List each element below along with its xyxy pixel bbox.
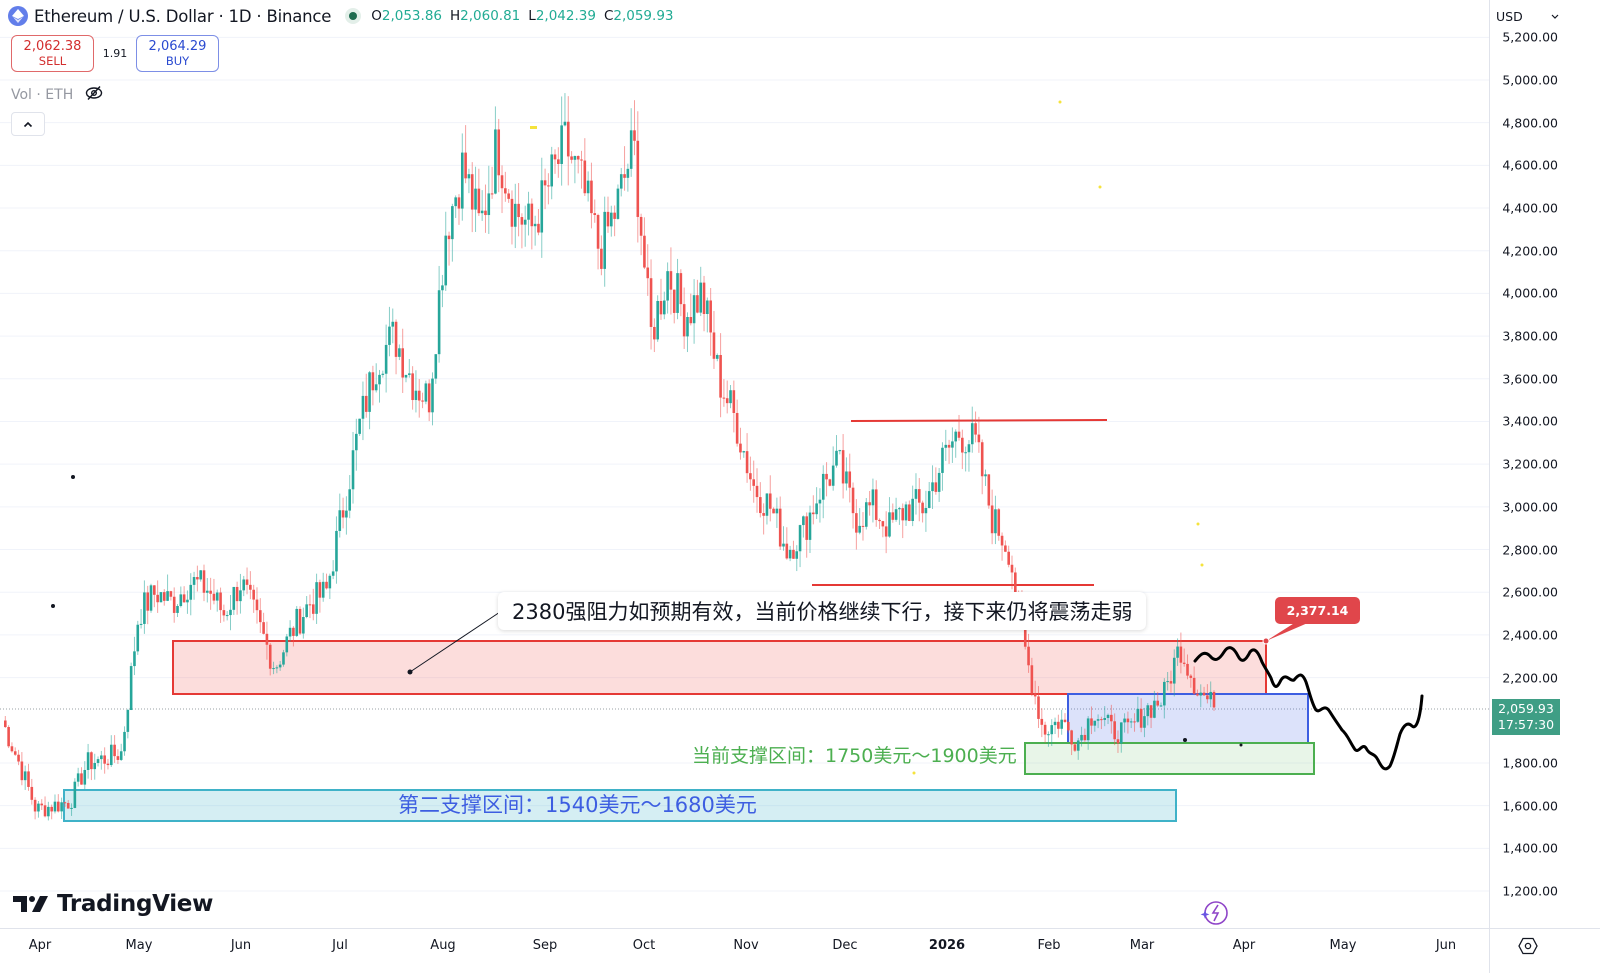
marker-dot <box>1098 185 1102 189</box>
price-tick-label: 1,600.00 <box>1502 798 1558 814</box>
time-tick-label: Feb <box>1037 938 1061 953</box>
chevron-up-icon <box>23 121 33 127</box>
tradingview-logo-icon <box>13 896 48 912</box>
current-support-label[interactable]: 当前支撑区间：1750美元～1900美元 <box>692 745 1017 767</box>
price-tick-label: 4,200.00 <box>1502 243 1558 259</box>
marker-dot <box>1200 563 1204 567</box>
symbol-title[interactable]: Ethereum / U.S. Dollar · 1D · Binance <box>34 6 332 26</box>
tradingview-logo[interactable]: TradingView <box>13 891 213 917</box>
tradingview-logo-text: TradingView <box>57 891 214 917</box>
projection-path[interactable] <box>1193 646 1424 771</box>
ohlc-close: C2,059.93 <box>603 8 674 24</box>
volume-indicator[interactable]: Vol · ETH <box>11 85 103 105</box>
second-support-zone[interactable] <box>63 789 1177 822</box>
price-tick-label: 1,400.00 <box>1502 840 1558 856</box>
resistance-note[interactable]: 2380强阻力如预期有效，当前价格继续下行，接下来仍将震荡走弱 <box>498 592 1147 630</box>
buy-button[interactable]: 2,064.29 BUY <box>136 35 219 72</box>
collapse-legend-button[interactable] <box>11 112 45 136</box>
marker-dot <box>1183 738 1187 742</box>
callout-anchor <box>1262 637 1270 645</box>
eye-hidden-icon[interactable] <box>85 85 103 105</box>
market-status-icon[interactable] <box>345 8 362 24</box>
callout-pointer <box>1266 622 1310 641</box>
ohlc-open: O2,053.86 <box>371 8 442 24</box>
price-tick-label: 3,000.00 <box>1502 499 1558 515</box>
price-tick-label: 2,400.00 <box>1502 627 1558 643</box>
time-tick-label: Apr <box>1232 938 1256 953</box>
sell-button[interactable]: 2,062.38 SELL <box>11 35 94 72</box>
time-tick-label: 2026 <box>928 938 966 953</box>
price-tick-label: 2,600.00 <box>1502 584 1558 600</box>
time-tick-label: Jun <box>1435 938 1457 953</box>
time-tick-label: Jul <box>332 938 348 953</box>
last-price-tag: 2,059.93 17:57:30 <box>1492 699 1560 735</box>
buy-label: BUY <box>165 53 190 68</box>
chevron-down-icon <box>1551 14 1559 19</box>
price-tick-label: 5,200.00 <box>1502 29 1558 45</box>
current-support-zone[interactable] <box>1024 742 1315 775</box>
note-leader-line <box>409 611 501 673</box>
symbol-header: Ethereum / U.S. Dollar · 1D · Binance O2… <box>8 4 682 28</box>
chart-settings-icon[interactable] <box>1518 936 1538 960</box>
candlesticks <box>4 93 1216 821</box>
time-tick-label: Aug <box>430 938 456 953</box>
currency-value: USD <box>1496 8 1523 24</box>
sell-price: 2,062.38 <box>23 38 82 54</box>
note-anchor-dot <box>407 669 413 675</box>
price-tick-label: 3,200.00 <box>1502 456 1558 472</box>
time-tick-label: Sep <box>532 938 558 953</box>
price-callout[interactable]: 2,377.14 <box>1275 597 1360 624</box>
time-tick-label: Jun <box>230 938 252 953</box>
price-tick-label: 4,600.00 <box>1502 157 1558 173</box>
price-tick-label: 3,400.00 <box>1502 413 1558 429</box>
time-tick-label: Nov <box>733 938 759 953</box>
marker-dot <box>51 604 55 608</box>
last-price-value: 2,059.93 <box>1498 701 1554 716</box>
resistance-zone[interactable] <box>172 640 1267 695</box>
ai-assistant-icon[interactable] <box>1199 900 1229 932</box>
marker-dot <box>530 126 537 129</box>
time-tick-label: May <box>125 938 153 953</box>
trade-panel: 2,062.38 SELL 1.91 2,064.29 BUY <box>11 35 219 72</box>
time-tick-label: Apr <box>28 938 52 953</box>
price-tick-label: 3,600.00 <box>1502 371 1558 387</box>
marker-dot <box>1196 522 1200 526</box>
ethereum-logo-icon <box>8 6 28 26</box>
marker-dot <box>1058 100 1062 104</box>
marker-dot <box>912 771 916 775</box>
bar-countdown: 17:57:30 <box>1497 717 1555 732</box>
sell-label: SELL <box>38 53 67 68</box>
price-tick-label: 1,200.00 <box>1502 883 1558 899</box>
second-support-label[interactable]: 第二支撑区间：1540美元～1680美元 <box>398 793 757 817</box>
price-tick-label: 2,200.00 <box>1502 670 1558 686</box>
marker-dot <box>71 475 75 479</box>
ohlc-low: L2,042.39 <box>528 8 596 24</box>
price-tick-label: 4,800.00 <box>1502 115 1558 131</box>
ohlc-high: H2,060.81 <box>450 8 521 24</box>
time-tick-label: Mar <box>1129 938 1155 953</box>
time-tick-label: May <box>1329 938 1357 953</box>
price-tick-label: 4,000.00 <box>1502 285 1558 301</box>
price-tick-label: 3,800.00 <box>1502 328 1558 344</box>
price-tick-label: 2,800.00 <box>1502 542 1558 558</box>
price-tick-label: 4,400.00 <box>1502 200 1558 216</box>
buy-price: 2,064.29 <box>148 38 207 54</box>
currency-selector[interactable]: USD <box>1490 4 1565 28</box>
marker-dot <box>1239 743 1243 747</box>
price-tick-label: 5,000.00 <box>1502 72 1558 88</box>
time-tick-label: Dec <box>832 938 858 953</box>
volume-label: Vol · ETH <box>11 87 74 103</box>
price-tick-label: 1,800.00 <box>1502 755 1558 771</box>
spread-value: 1.91 <box>102 47 128 60</box>
time-tick-label: Oct <box>632 938 656 953</box>
